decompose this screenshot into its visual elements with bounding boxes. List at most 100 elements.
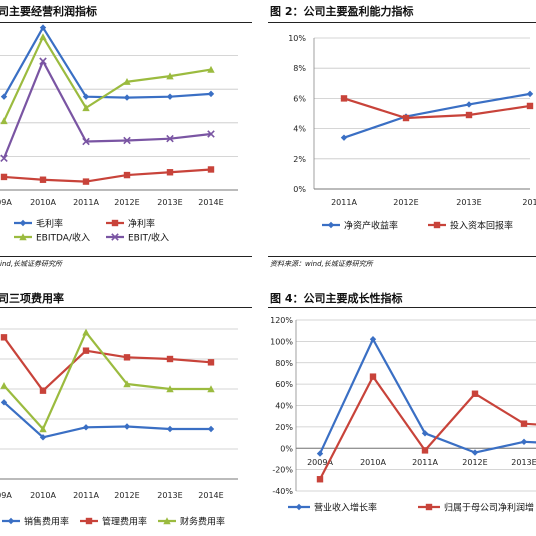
legend-marker — [327, 221, 335, 229]
data-point — [0, 334, 8, 341]
chart-panel-growth: 图 4：公司主要成长性指标 -40% -20% 0% 20% 40% 60% 80% 100%… — [268, 276, 536, 536]
data-point — [82, 93, 90, 100]
chart-panel-profit: 司主要经营利润指标 09A 2010A 2011A 2012E 2013E 2014E 毛利… — [0, 0, 252, 270]
y-tick-label: 100% — [270, 337, 293, 346]
y-tick-label: 40% — [275, 402, 293, 411]
data-point — [402, 114, 410, 122]
data-point — [39, 425, 47, 433]
data-point — [82, 328, 90, 336]
x-tick-label: 2011A — [412, 458, 438, 467]
chart-title: 图 2：公司主要盈利能力指标 — [270, 5, 414, 18]
data-point — [0, 173, 8, 181]
x-tick-label: 2012E — [393, 198, 418, 207]
data-point — [0, 381, 8, 389]
series-1 — [340, 95, 534, 122]
series-0 — [0, 24, 215, 101]
legend-label: 归属于母公司净利润增 — [444, 502, 534, 514]
data-point — [369, 336, 377, 343]
chart-svg: 0% 2% 4% 6% 8% 10% 2011A 2012E 2013E 201 净资产收益率 投入资… — [288, 34, 536, 232]
legend-marker — [425, 503, 433, 511]
legend-marker — [163, 517, 171, 525]
data-point — [123, 78, 131, 85]
data-point — [340, 95, 348, 102]
data-point — [166, 385, 174, 393]
x-tick-label: 09A — [0, 198, 12, 207]
legend-marker — [111, 233, 119, 241]
data-point — [123, 354, 131, 361]
data-point — [471, 449, 479, 456]
data-point — [471, 390, 479, 397]
data-point — [123, 136, 131, 145]
legend-marker — [85, 517, 93, 525]
data-point — [123, 423, 131, 430]
series-3 — [0, 57, 215, 163]
data-point — [166, 425, 174, 433]
series-line — [3, 35, 212, 122]
data-point — [166, 355, 174, 363]
legend-item: EBIT/收入 — [106, 232, 169, 244]
chart-svg: 09A 2010A 2011A 2012E 2013E 2014E 毛利率 净利率 EBITDA… — [0, 24, 238, 244]
data-point — [166, 169, 174, 176]
x-tick-label: 2013E — [511, 458, 536, 467]
x-tick-label: 09A — [0, 491, 12, 500]
legend-label: 投入资本回报率 — [450, 220, 513, 232]
chart-panel-expense: 司三项费用率 09A 2010A 2011A 2012E 2013E 2014E 销售费用率… — [0, 276, 252, 536]
legend-marker — [19, 219, 27, 227]
data-point — [421, 447, 429, 454]
source-rule — [0, 256, 252, 257]
legend-marker — [7, 517, 15, 525]
y-tick-label: 0% — [280, 444, 293, 453]
data-point — [526, 102, 534, 110]
data-point — [369, 373, 377, 380]
y-tick-label: -40% — [272, 487, 293, 496]
x-tick-label: 2011A — [331, 198, 357, 207]
chart-source: ind,长城证券研究所 — [0, 260, 63, 268]
data-point — [316, 476, 324, 483]
series-line — [3, 331, 211, 431]
title-rule — [0, 307, 252, 308]
legend-label: 管理费用率 — [102, 516, 147, 528]
legend-item: 管理费用率 — [80, 516, 147, 528]
series-line — [3, 336, 212, 392]
legend-item: 投入资本回报率 — [428, 220, 513, 232]
data-point — [123, 94, 131, 101]
series-line — [343, 97, 531, 120]
legend-label: 财务费用率 — [180, 516, 225, 528]
data-point — [166, 72, 174, 80]
data-point — [82, 137, 90, 146]
x-tick-label: 2012E — [114, 491, 139, 500]
y-tick-label: 0% — [293, 185, 306, 194]
y-tick-label: 20% — [275, 423, 293, 432]
y-tick-label: 8% — [293, 64, 306, 73]
legend-label: 净利率 — [128, 218, 155, 230]
data-point — [39, 57, 47, 65]
series-0 — [316, 336, 536, 457]
legend-item: EBITDA/收入 — [14, 232, 90, 244]
data-point — [207, 385, 215, 393]
data-point — [207, 90, 215, 98]
data-point — [207, 65, 215, 73]
legend-marker — [433, 221, 441, 229]
data-point — [520, 420, 528, 427]
data-point — [82, 424, 90, 431]
legend-item: 归属于母公司净利润增 — [418, 502, 534, 514]
legend-label: 净资产收益率 — [344, 220, 398, 232]
y-tick-label: 80% — [275, 359, 293, 368]
data-point — [39, 176, 47, 183]
chart-svg: -40% -20% 0% 20% 40% 60% 80% 100% 120% 2009A 2010A… — [270, 316, 536, 514]
x-tick-label: 2013E — [456, 198, 481, 207]
legend-label: EBITDA/收入 — [36, 232, 90, 244]
series-1 — [0, 166, 215, 185]
series-line — [2, 60, 212, 159]
data-point — [0, 117, 8, 125]
data-point — [207, 359, 215, 366]
title-rule — [268, 307, 536, 308]
legend-label: 营业收入增长率 — [314, 502, 377, 514]
data-point — [166, 134, 174, 143]
legend-label: 毛利率 — [36, 218, 63, 230]
data-point — [207, 166, 215, 173]
data-point — [39, 387, 47, 394]
title-rule — [268, 22, 536, 23]
legend-label: EBIT/收入 — [128, 232, 169, 244]
legend-marker — [19, 233, 27, 241]
